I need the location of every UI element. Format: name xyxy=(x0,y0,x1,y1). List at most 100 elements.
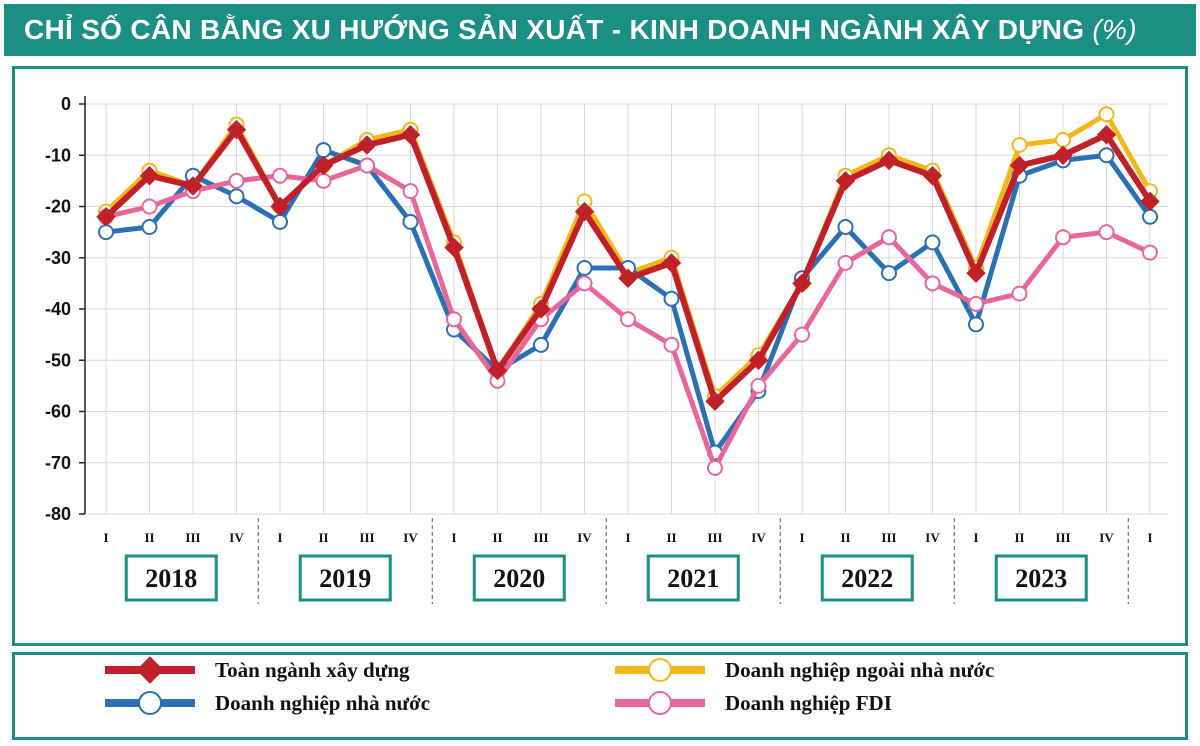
data-point xyxy=(270,196,290,217)
data-point xyxy=(228,188,245,205)
legend-swatch-marker xyxy=(136,656,164,684)
data-point xyxy=(968,316,984,333)
data-point xyxy=(533,336,549,353)
data-point xyxy=(96,207,116,227)
data-point xyxy=(576,275,593,292)
year-box xyxy=(472,554,566,602)
data-point xyxy=(487,360,508,381)
data-point xyxy=(531,299,551,319)
data-point xyxy=(1011,137,1028,153)
x-tick-label: III xyxy=(881,530,896,545)
x-tick-label: I xyxy=(799,530,804,545)
data-point xyxy=(1142,208,1158,225)
data-point xyxy=(357,135,377,155)
y-tick-label: -80 xyxy=(45,504,71,524)
x-tick-label: II xyxy=(1014,530,1024,545)
y-tick-label: -30 xyxy=(45,248,71,268)
grid xyxy=(85,103,1168,515)
data-point xyxy=(968,295,984,312)
data-point xyxy=(837,219,854,235)
y-tick-label: -70 xyxy=(45,453,71,473)
legend-item: Doanh nghiệp ngoài nhà nước xyxy=(615,658,994,682)
chart-unit: (%) xyxy=(1092,14,1137,45)
year-box xyxy=(298,554,392,602)
x-tick-label: II xyxy=(666,530,676,545)
data-point xyxy=(663,336,680,353)
data-point xyxy=(1140,191,1160,212)
data-point xyxy=(1142,244,1158,261)
data-point xyxy=(400,125,421,145)
legend-label: Toàn ngành xây dựng xyxy=(215,658,410,682)
data-point xyxy=(663,290,680,307)
y-tick-label: -20 xyxy=(45,197,71,217)
data-point xyxy=(879,150,899,171)
data-point xyxy=(1096,125,1117,145)
data-point xyxy=(750,377,767,394)
year-box xyxy=(124,554,218,602)
year-label: 2021 xyxy=(667,564,719,593)
data-point xyxy=(924,234,941,251)
y-tick-label: -10 xyxy=(45,145,71,165)
data-point xyxy=(1098,147,1115,164)
data-point xyxy=(183,176,203,196)
x-tick-label: I xyxy=(625,530,630,545)
x-tick-label: II xyxy=(144,530,154,545)
data-point xyxy=(835,171,856,191)
legend: Toàn ngành xây dựng Doanh nghiệp ngoài nh… xyxy=(105,656,994,715)
x-tick-label: I xyxy=(973,530,978,545)
data-point xyxy=(446,311,462,328)
year-label: 2020 xyxy=(493,564,545,593)
data-point xyxy=(272,213,288,230)
x-tick-label: III xyxy=(359,530,374,545)
data-point xyxy=(922,166,943,186)
data-point xyxy=(402,183,419,200)
data-point xyxy=(313,155,334,176)
data-point xyxy=(139,166,160,186)
data-point xyxy=(228,172,245,189)
data-point xyxy=(924,275,941,292)
data-point xyxy=(1098,224,1115,241)
x-tick-label: IV xyxy=(751,530,766,545)
legend-label: Doanh nghiệp FDI xyxy=(725,691,892,715)
x-tick-label: III xyxy=(185,530,200,545)
legend-frame xyxy=(12,652,1188,740)
chart-title-bar: CHỈ SỐ CÂN BẰNG XU HƯỚNG SẢN XUẤT - KINH… xyxy=(4,4,1196,56)
data-point xyxy=(574,201,595,222)
data-point xyxy=(315,142,332,159)
data-point xyxy=(794,326,810,343)
year-label: 2023 xyxy=(1015,564,1067,593)
series-doanh-nghiệp-fdi xyxy=(98,157,1158,476)
x-tick-label: I xyxy=(103,530,108,545)
data-point xyxy=(620,311,636,328)
data-point xyxy=(1011,285,1028,302)
legend-label: Doanh nghiệp ngoài nhà nước xyxy=(725,658,994,682)
y-tick-label: -40 xyxy=(45,299,71,319)
data-point xyxy=(402,213,419,230)
x-tick-label: I xyxy=(1147,530,1152,545)
year-box xyxy=(820,554,914,602)
data-point xyxy=(1009,155,1030,176)
data-point xyxy=(444,237,464,258)
legend-item: Doanh nghiệp FDI xyxy=(615,691,892,715)
data-point xyxy=(141,219,158,235)
data-point xyxy=(1053,145,1073,165)
data-point xyxy=(837,254,854,271)
data-point xyxy=(98,224,114,241)
data-point xyxy=(661,253,682,273)
data-point xyxy=(576,260,593,276)
axes: 0 -10 -20 -30 -40 -50 -60 -70 -80 xyxy=(45,94,86,524)
x-tick-label: III xyxy=(707,530,722,545)
x-tick-label: I xyxy=(277,530,282,545)
data-point xyxy=(315,172,332,189)
x-tick-label: II xyxy=(840,530,850,545)
data-point xyxy=(359,157,375,174)
data-point xyxy=(966,263,986,283)
legend-swatch-marker xyxy=(138,691,162,715)
x-tick-label: III xyxy=(533,530,548,545)
year-groups: 2018 2019 2020 2021 2022 2023 xyxy=(124,518,1129,604)
data-point xyxy=(1098,106,1115,123)
data-point xyxy=(705,391,725,411)
year-box xyxy=(646,554,740,602)
data-point xyxy=(707,459,723,476)
